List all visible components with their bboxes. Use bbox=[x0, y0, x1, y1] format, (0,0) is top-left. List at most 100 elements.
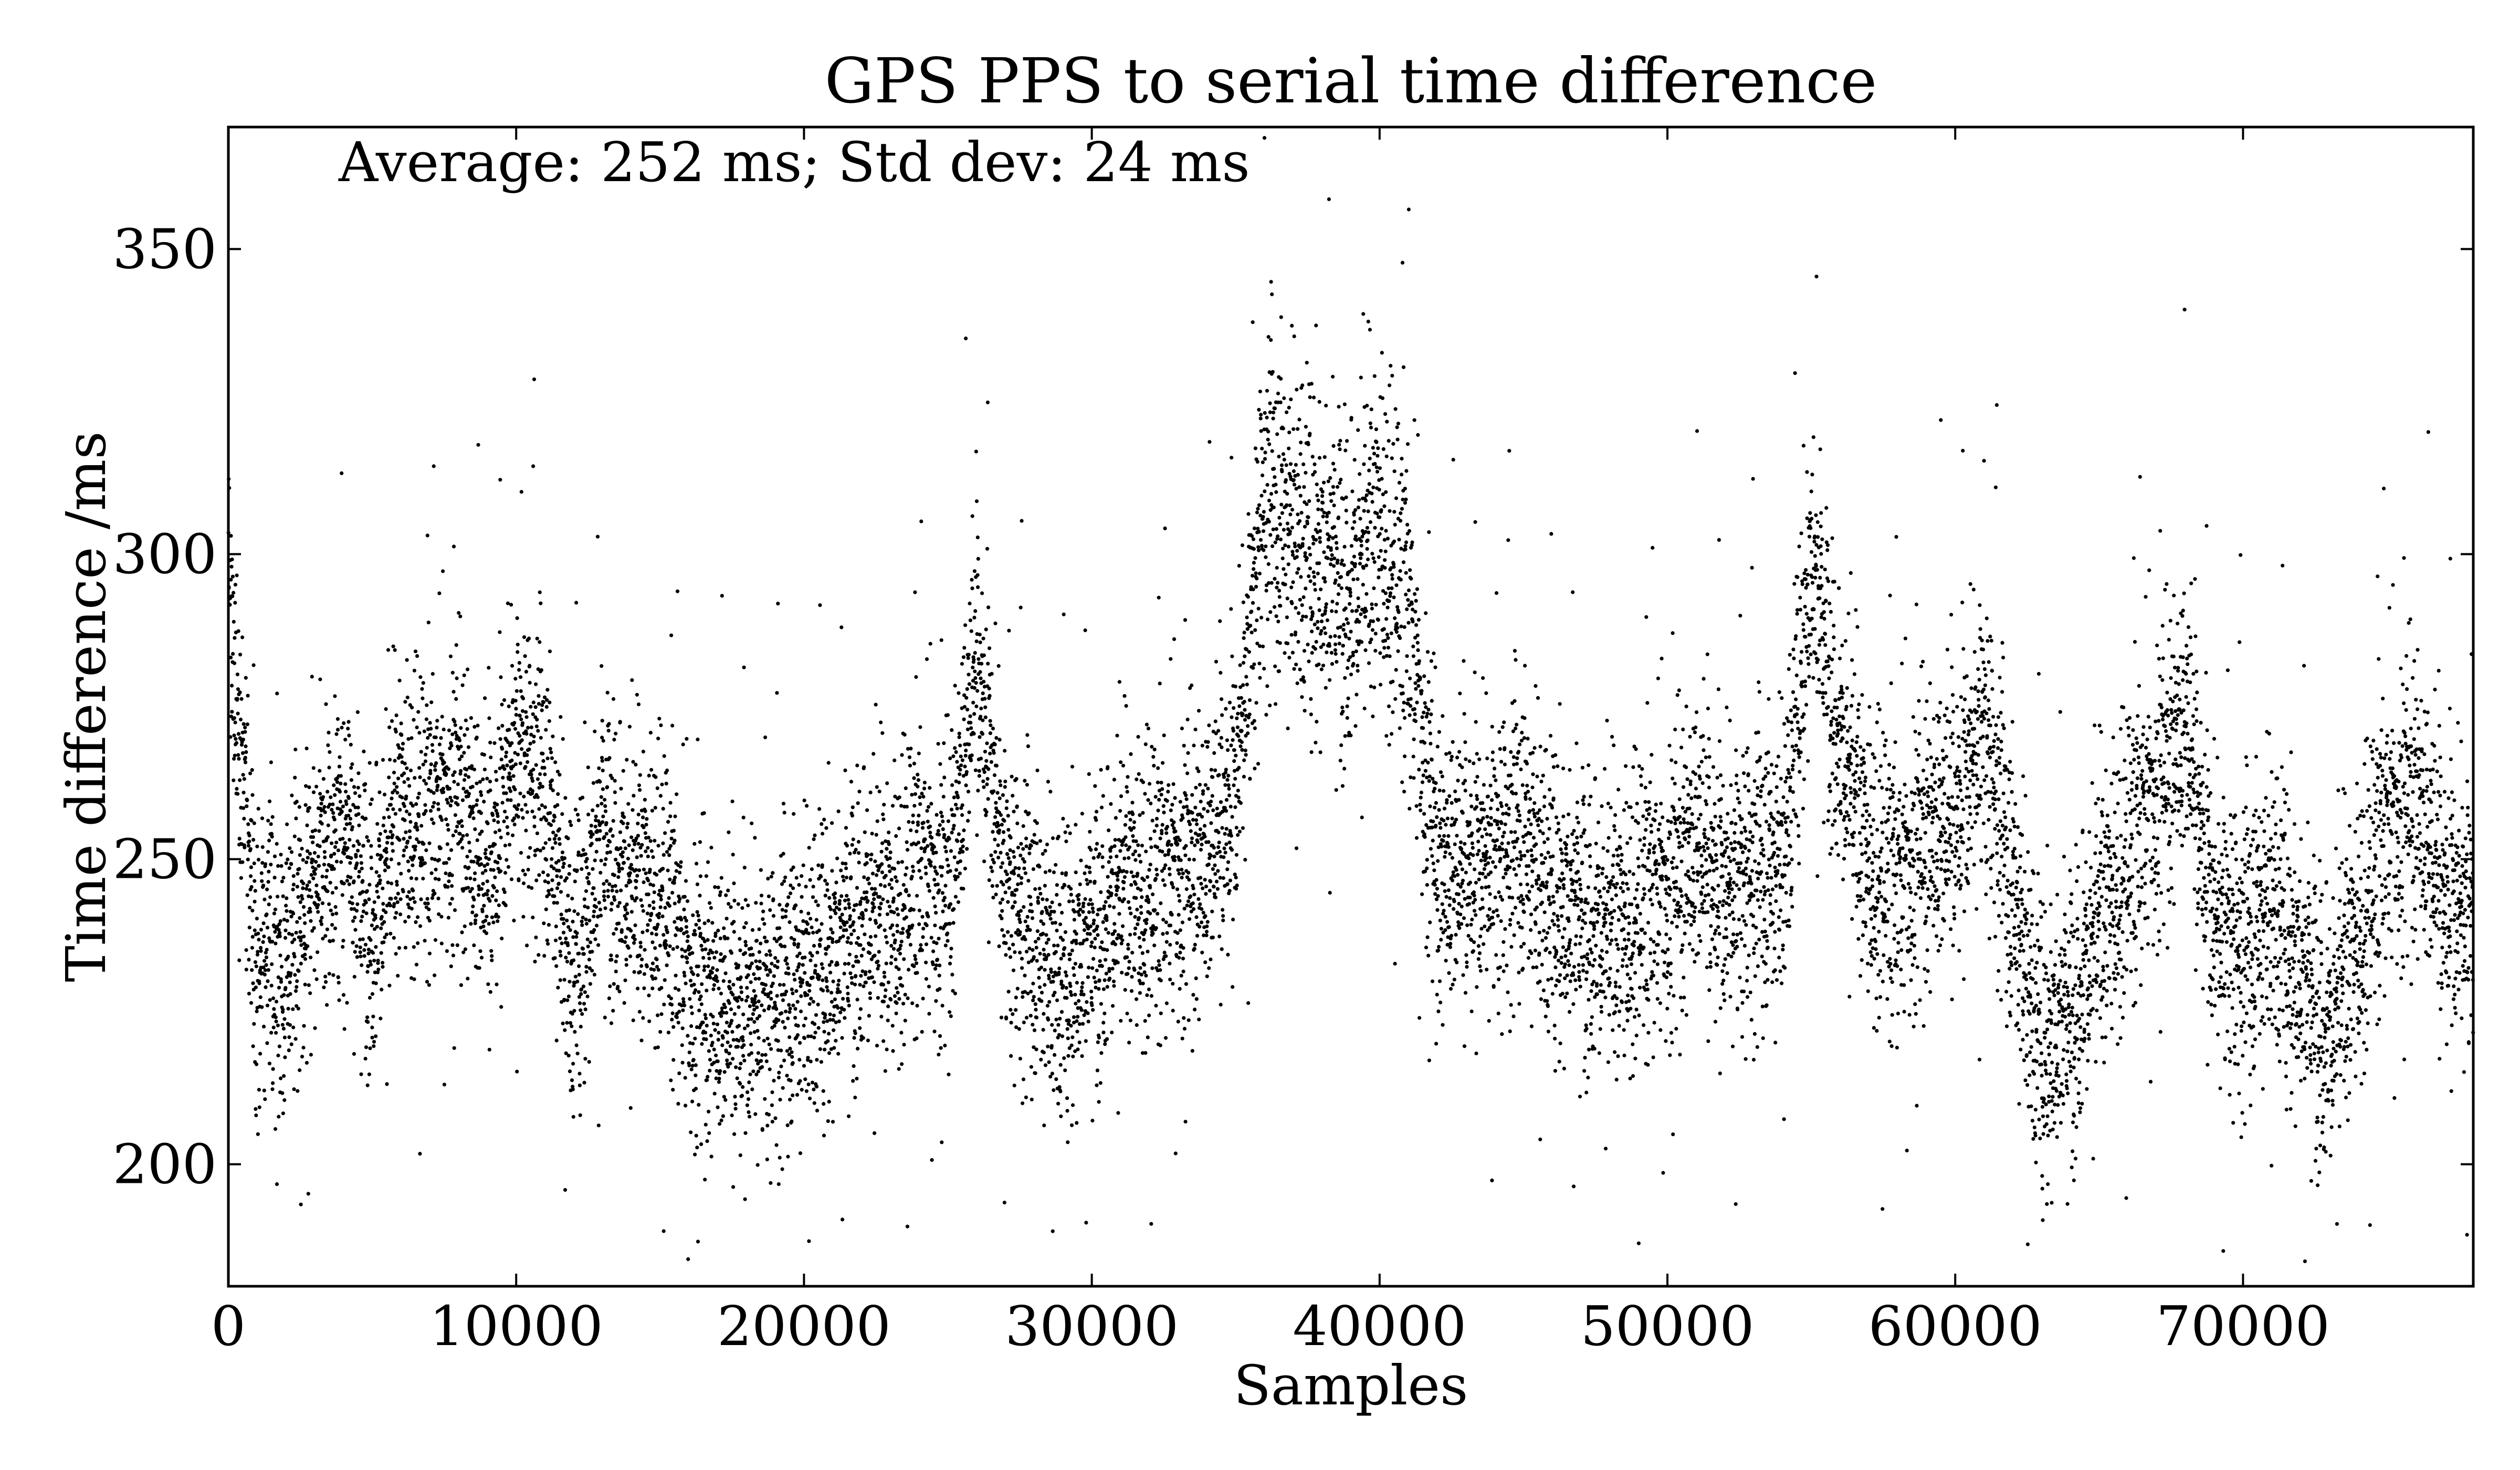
data-point bbox=[813, 963, 818, 968]
data-point bbox=[1137, 916, 1141, 920]
data-point bbox=[1140, 895, 1144, 899]
data-point bbox=[571, 935, 575, 939]
data-point bbox=[267, 1062, 271, 1066]
data-point bbox=[1001, 830, 1006, 834]
data-point bbox=[388, 803, 393, 807]
data-point bbox=[941, 827, 945, 831]
data-point bbox=[1041, 852, 1045, 856]
data-point bbox=[514, 689, 519, 693]
data-point bbox=[709, 845, 713, 850]
data-point bbox=[233, 601, 237, 605]
data-point bbox=[547, 719, 551, 723]
data-point bbox=[573, 974, 578, 979]
data-point bbox=[975, 573, 980, 577]
data-point bbox=[977, 774, 981, 778]
data-point bbox=[632, 794, 636, 798]
data-point bbox=[500, 702, 504, 707]
data-point bbox=[267, 936, 271, 940]
data-point bbox=[806, 1082, 811, 1086]
data-point bbox=[783, 1025, 787, 1030]
data-point bbox=[287, 931, 291, 936]
data-point bbox=[361, 844, 365, 848]
data-point bbox=[592, 928, 596, 932]
data-point bbox=[776, 1182, 781, 1186]
data-point bbox=[753, 1001, 757, 1005]
data-point bbox=[780, 882, 784, 886]
data-point bbox=[433, 938, 438, 942]
data-point bbox=[962, 717, 966, 721]
data-point bbox=[625, 911, 629, 916]
data-point bbox=[775, 965, 780, 970]
data-point bbox=[408, 897, 413, 901]
data-point bbox=[579, 992, 583, 996]
data-point bbox=[1020, 966, 1024, 970]
data-point bbox=[408, 835, 412, 839]
data-point bbox=[923, 865, 928, 869]
data-point bbox=[426, 736, 430, 740]
data-point bbox=[647, 773, 651, 778]
data-point bbox=[496, 867, 500, 871]
data-point bbox=[942, 896, 947, 900]
data-point bbox=[814, 918, 818, 922]
data-point bbox=[699, 1142, 704, 1146]
data-point bbox=[991, 727, 995, 731]
data-point bbox=[568, 980, 572, 984]
data-point bbox=[405, 658, 409, 662]
data-point bbox=[589, 940, 593, 944]
data-point bbox=[788, 920, 792, 925]
data-point bbox=[445, 797, 449, 802]
data-point bbox=[442, 761, 446, 765]
data-point bbox=[1062, 1056, 1066, 1060]
data-point bbox=[1009, 1007, 1013, 1012]
data-point bbox=[606, 895, 610, 899]
data-point bbox=[372, 927, 377, 931]
data-point bbox=[634, 836, 638, 841]
data-point bbox=[266, 979, 270, 983]
data-point bbox=[789, 891, 793, 896]
data-point bbox=[1065, 996, 1069, 1000]
data-point bbox=[364, 1045, 369, 1049]
data-point bbox=[610, 958, 614, 962]
data-point bbox=[493, 842, 497, 846]
data-point bbox=[347, 882, 352, 886]
data-point bbox=[812, 1035, 816, 1040]
data-point bbox=[428, 769, 433, 773]
data-point bbox=[519, 675, 523, 679]
data-point bbox=[531, 915, 535, 920]
data-point bbox=[670, 890, 675, 895]
data-point bbox=[715, 979, 719, 983]
data-point bbox=[383, 868, 387, 873]
data-point bbox=[762, 1038, 766, 1043]
data-point bbox=[733, 1107, 738, 1111]
data-point bbox=[329, 795, 333, 800]
data-point bbox=[1143, 742, 1148, 747]
data-point bbox=[505, 763, 509, 768]
data-point bbox=[243, 726, 247, 730]
data-point bbox=[655, 786, 659, 790]
data-point bbox=[356, 771, 361, 775]
data-point bbox=[537, 807, 541, 811]
data-point bbox=[488, 990, 492, 994]
data-point bbox=[703, 1013, 707, 1017]
data-point bbox=[237, 836, 242, 841]
data-point bbox=[718, 936, 722, 940]
data-point bbox=[698, 931, 702, 936]
data-point bbox=[282, 1035, 287, 1040]
data-point bbox=[926, 844, 930, 848]
data-point bbox=[854, 974, 858, 978]
data-point bbox=[758, 966, 762, 970]
data-point bbox=[856, 801, 860, 805]
data-point bbox=[249, 874, 253, 878]
data-point bbox=[426, 916, 430, 920]
data-point bbox=[1115, 733, 1119, 738]
data-point bbox=[668, 944, 672, 948]
data-point bbox=[992, 789, 996, 793]
data-point bbox=[792, 942, 796, 947]
data-point bbox=[723, 1098, 728, 1102]
data-point bbox=[808, 917, 813, 921]
data-point bbox=[506, 601, 510, 605]
data-point bbox=[659, 723, 663, 728]
data-point bbox=[746, 995, 750, 999]
data-point bbox=[419, 897, 423, 901]
data-point bbox=[248, 847, 253, 851]
